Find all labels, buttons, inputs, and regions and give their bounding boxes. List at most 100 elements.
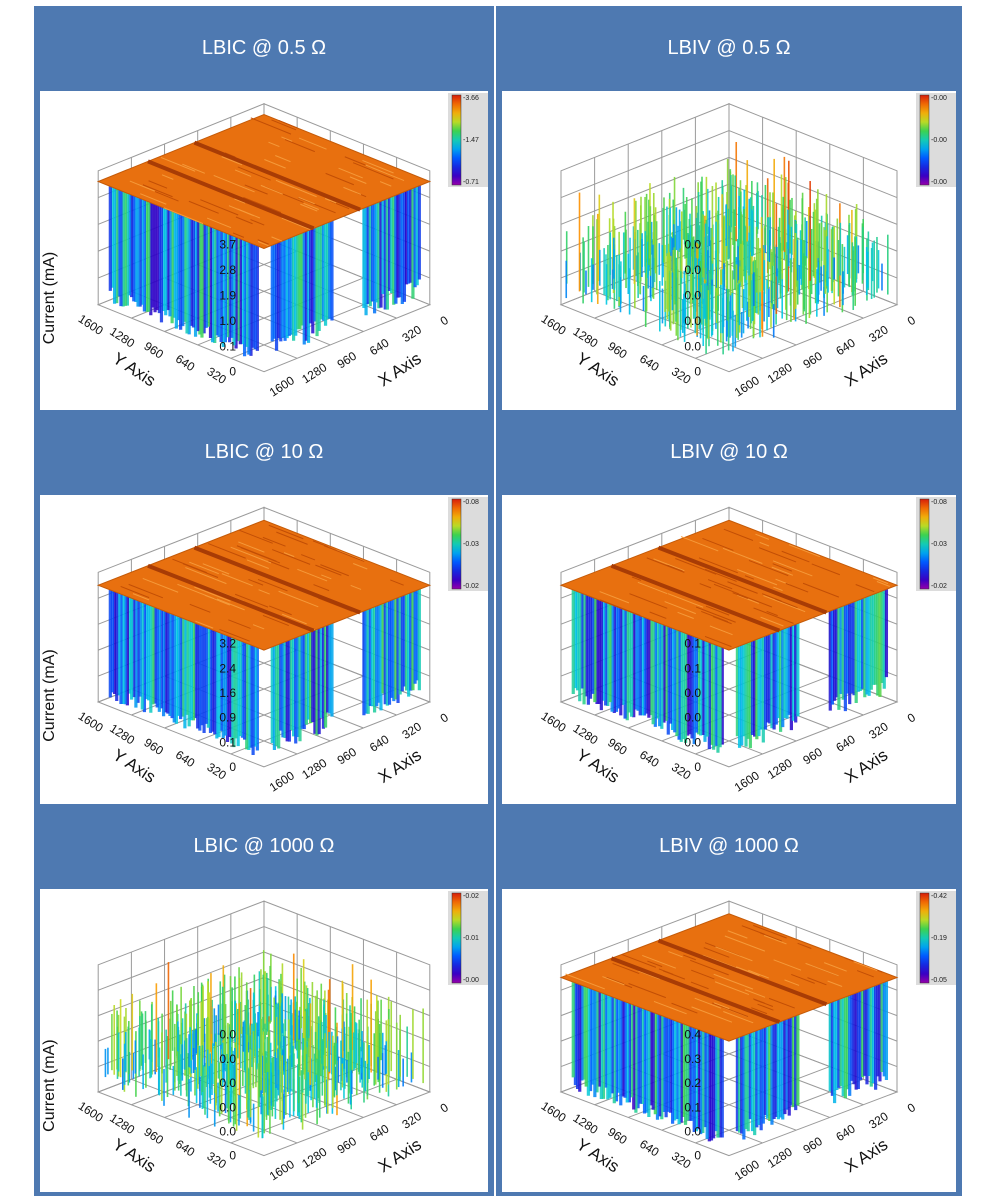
surface-texture	[271, 236, 283, 242]
x-axis-label: X Axis	[841, 349, 891, 391]
colorbar-label: -0.08	[463, 499, 479, 506]
surface-texture	[248, 578, 264, 586]
surface-texture	[683, 954, 697, 961]
surface-texture	[278, 590, 319, 608]
x-tick-label: 1600	[732, 768, 762, 794]
surface-texture	[206, 217, 232, 229]
surface-texture	[365, 164, 405, 182]
surface-texture	[705, 605, 730, 616]
x-tick-label: 640	[367, 335, 392, 358]
z-tick-label: 0.3	[684, 1052, 701, 1066]
x-tick-label: 960	[335, 1134, 360, 1157]
colorbar-scale	[919, 498, 930, 590]
surface-texture	[784, 979, 800, 986]
surface-texture	[278, 119, 298, 129]
colorbar-label: -0.00	[931, 95, 947, 102]
colorbar-label: -0.00	[931, 179, 947, 186]
surface-texture	[631, 576, 642, 581]
y-tick-label: 1280	[107, 721, 137, 747]
surface-texture	[758, 547, 797, 563]
x-axis-label: X Axis	[375, 349, 425, 391]
surface-texture	[232, 232, 245, 238]
y-tick-label: 1600	[76, 312, 106, 338]
surface-texture	[722, 547, 763, 564]
surface-texture	[312, 540, 328, 548]
surface	[96, 113, 432, 357]
x-tick-label: 320	[866, 322, 891, 345]
surface-texture	[565, 973, 606, 990]
chart-panel-lbic-1000: LBIC @ 1000 Ω 0.0 0.0 0.0 0.0 0.0 0 320 640 960 1…	[34, 804, 494, 1196]
colorbar-scale	[451, 94, 462, 186]
chart-panel-lbiv-1000: LBIV @ 1000 Ω 0.4 0.3 0.2 0.1 0.0 0 320 640 960 1…	[496, 804, 962, 1196]
surface-texture	[736, 966, 760, 977]
surface-texture	[772, 560, 813, 577]
plot-area: 0.4 0.3 0.2 0.1 0.0 0 320 640 960 1280 1600 1600 128…	[502, 889, 956, 1192]
surface-texture	[208, 543, 246, 559]
surface-texture	[154, 191, 179, 202]
x-tick-label: 640	[833, 732, 858, 755]
surface-texture	[753, 607, 794, 624]
z-tick-label: 1.9	[219, 288, 236, 302]
chart-panel-lbic-0-5: LBIC @ 0.5 Ω 3.7 2.8 1.9 1.0 0.1 0 320 640 960 12…	[34, 6, 494, 414]
surface-texture	[701, 610, 729, 623]
surface-texture	[142, 184, 173, 198]
surface-texture	[737, 569, 778, 586]
surface-texture	[638, 970, 661, 980]
colorbar-label: -0.00	[463, 977, 479, 984]
surface-texture	[853, 961, 878, 972]
y-tick-label: 320	[669, 760, 694, 783]
z-tick-label: 1.6	[219, 686, 236, 700]
y-tick-label: 1280	[571, 324, 601, 350]
surface-texture	[258, 589, 270, 595]
colorbar-label: -3.66	[463, 95, 479, 102]
z-tick-label: 0.1	[684, 637, 701, 651]
colorbar: -0.02 -0.01 -0.00	[448, 891, 488, 985]
z-tick-label: 0.1	[684, 1100, 701, 1114]
surface-texture	[646, 557, 685, 573]
surface-texture	[268, 560, 290, 570]
surface-texture	[805, 962, 839, 977]
surface-texture	[353, 563, 368, 570]
surface-texture	[250, 219, 265, 226]
surface	[559, 519, 899, 753]
surface-texture	[621, 953, 657, 968]
colorbar-scale	[919, 94, 930, 186]
surface-texture	[628, 983, 667, 999]
z-tick-label: 0	[229, 365, 236, 379]
y-tick-label: 1600	[539, 1099, 569, 1125]
surface-texture	[677, 611, 694, 619]
surface-texture	[257, 239, 269, 245]
z-axis-label: Current (mA)	[41, 252, 58, 344]
z-tick-label: 0.1	[219, 339, 236, 353]
y-tick-label: 320	[204, 1149, 229, 1172]
surface-texture	[301, 554, 316, 561]
x-axis-label: X Axis	[375, 745, 425, 787]
surface-texture	[711, 1002, 749, 1018]
colorbar-labels: -0.08 -0.03 -0.02	[463, 499, 479, 590]
wall-gridline	[263, 951, 430, 1017]
x-tick-label: 640	[367, 732, 392, 755]
surface-texture	[238, 541, 265, 553]
surface-texture	[727, 930, 748, 939]
x-axis-label: X Axis	[841, 745, 891, 787]
z-tick-label: 0	[229, 760, 236, 774]
chart-title: LBIV @ 0.5 Ω	[667, 37, 791, 59]
surface-texture	[713, 583, 739, 595]
surface-texture	[132, 593, 150, 601]
y-tick-label: 1600	[76, 709, 106, 735]
z-tick-label: 0.2	[684, 1076, 701, 1090]
y-tick-label: 640	[637, 748, 662, 771]
surface-texture	[281, 613, 307, 625]
surface-texture	[691, 969, 715, 980]
surface-texture	[712, 616, 732, 625]
x-tick-label: 640	[367, 1121, 392, 1144]
surface-trench	[193, 140, 361, 212]
surface-texture	[250, 117, 292, 135]
surface-texture	[338, 167, 363, 179]
chart-panel-lbiv-0-5: LBIV @ 0.5 Ω 0.0 0.0 0.0 0.0 0.0 0 320 640 960 12…	[496, 6, 962, 414]
z-tick-label: 0.0	[684, 711, 701, 725]
colorbar-label: -1.47	[463, 137, 479, 144]
x-tick-label: 960	[335, 745, 360, 768]
surface-texture	[188, 200, 219, 214]
